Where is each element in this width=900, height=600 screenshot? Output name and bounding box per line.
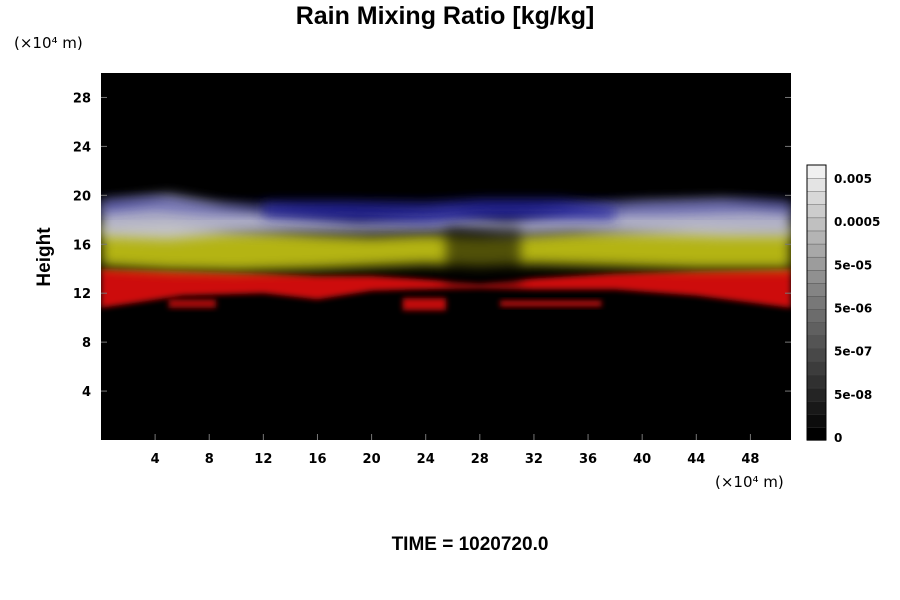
x-tick-label: 4 [151,452,160,467]
y-tick-labels: 4 8 12 16 20 24 28 [73,91,91,400]
y-tick-label: 12 [73,287,91,302]
x-tick-label: 28 [471,452,489,467]
x-tick-lines [154,434,751,440]
y-axis-unit: (×10⁴ m) [14,34,83,52]
colorbar-step [806,190,827,205]
colorbar-steps [806,164,827,441]
colorbar-step [806,348,827,363]
colorbar-step [806,204,827,219]
red-band [101,268,791,308]
colorbar-label: 5e-08 [834,388,872,402]
colorbar-step [806,269,827,284]
colorbar-step [806,282,827,297]
x-tick-label: 20 [363,452,381,467]
y-tick-lines [101,96,791,392]
x-tick-labels: 4 8 12 16 20 24 28 32 36 40 44 48 [151,452,760,467]
colorbar-label: 5e-06 [834,302,872,316]
y-tick-label: 28 [73,91,91,106]
colorbar-step [806,230,827,245]
x-tick-label: 44 [687,452,705,467]
x-tick-label: 16 [308,452,326,467]
y-tick-label: 8 [82,336,91,351]
time-label: TIME = 1020720.0 [392,534,549,555]
colorbar-step [806,177,827,192]
x-tick-label: 48 [741,452,759,467]
y-tick-label: 24 [73,140,91,155]
colorbar-step [806,413,827,428]
colorbar-label: 0 [834,431,842,445]
colorbar-step [806,295,827,310]
colorbar-labels: 0.005 0.0005 5e-05 5e-06 5e-07 5e-08 0 [834,172,880,445]
red-band [500,300,602,307]
x-tick-label: 8 [205,452,214,467]
red-band [168,299,216,308]
colorbar-step [806,256,827,271]
y-axis-label: Height [34,227,55,287]
x-tick-label: 36 [579,452,597,467]
x-axis-unit: (×10⁴ m) [715,473,784,491]
colorbar-step [806,400,827,415]
y-tick-label: 4 [82,385,91,400]
colorbar-step [806,243,827,258]
colorbar-frame [806,164,827,441]
colorbar-step [806,361,827,376]
y-tick-label: 16 [73,238,91,253]
central-gap [446,227,521,286]
rain-field [101,195,791,311]
x-tick-label: 32 [525,452,543,467]
colorbar-step [806,374,827,389]
colorbar-step [806,217,827,232]
chart-title: Rain Mixing Ratio [kg/kg] [296,2,595,30]
red-band [402,298,446,311]
colorbar-step [806,321,827,336]
colorbar-label: 0.005 [834,172,872,186]
x-tick-label: 24 [417,452,435,467]
colorbar-step [806,387,827,402]
blue-band [101,197,791,213]
x-tick-label: 12 [254,452,272,467]
x-tick-label: 40 [633,452,651,467]
plot-area [101,73,791,440]
colorbar-step [806,335,827,350]
colorbar-step [806,164,827,179]
colorbar-label: 0.0005 [834,215,880,229]
colorbar-label: 5e-07 [834,345,872,359]
colorbar-step [806,308,827,323]
colorbar-label: 5e-05 [834,258,872,272]
colorbar: 0.005 0.0005 5e-05 5e-06 5e-07 5e-08 0 [806,164,880,445]
colorbar-step [806,426,827,441]
y-tick-label: 20 [73,189,91,204]
